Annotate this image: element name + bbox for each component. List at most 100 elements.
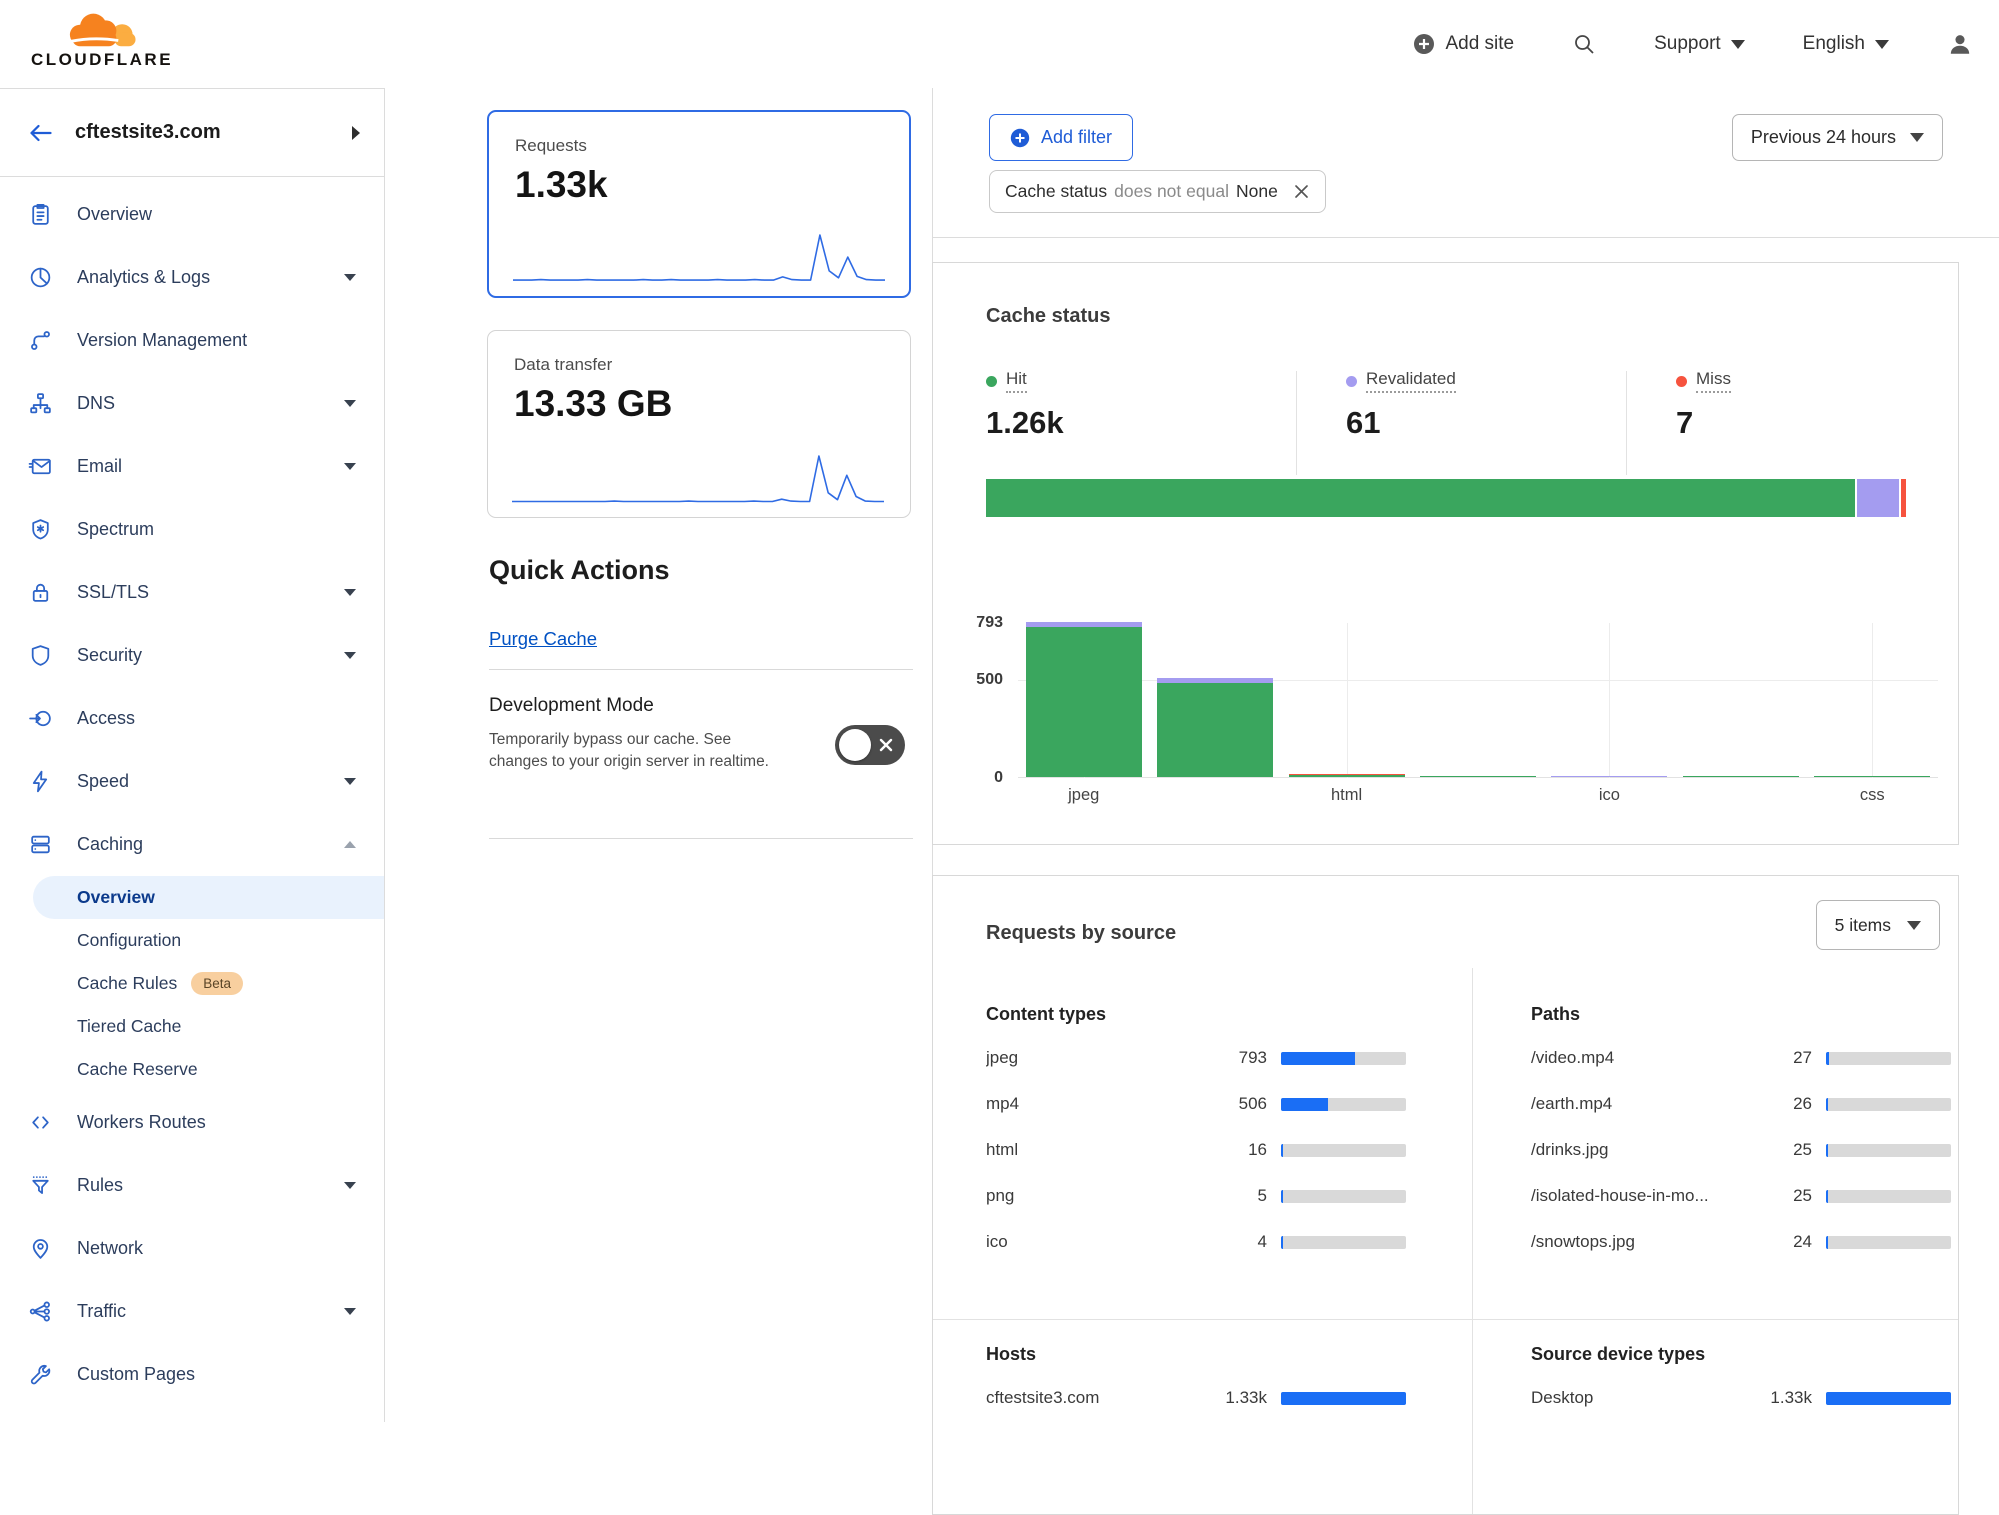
cloudflare-logo[interactable]: CLOUDFLARE (22, 6, 182, 70)
gridline (1609, 623, 1610, 778)
filter-chip[interactable]: Cache status does not equal None (989, 170, 1326, 213)
sidebar-item-custom-pages[interactable]: Custom Pages (0, 1343, 384, 1406)
item-value: 27 (1742, 1048, 1812, 1068)
item-label: jpeg (986, 1048, 1197, 1068)
sidebar-item-version-management[interactable]: Version Management (0, 309, 384, 372)
location-pin-icon (28, 1236, 53, 1261)
lightning-icon (28, 769, 53, 794)
wrench-icon (28, 1362, 53, 1387)
miss-label[interactable]: Miss (1696, 369, 1731, 393)
item-bar-fill (1826, 1144, 1828, 1157)
login-arrow-icon (28, 706, 53, 731)
item-value: 506 (1197, 1094, 1267, 1114)
chevron-down-icon (344, 274, 356, 281)
group-title: Paths (1531, 1004, 1951, 1025)
requests-summary-card[interactable]: Requests 1.33k (487, 110, 911, 298)
distribution-segment-miss (1901, 479, 1906, 517)
items-count-dropdown[interactable]: 5 items (1816, 900, 1940, 950)
sidebar-item-traffic[interactable]: Traffic (0, 1280, 384, 1343)
item-value: 1.33k (1197, 1388, 1267, 1408)
sidebar-subitem-caching-overview[interactable]: Overview (33, 876, 384, 919)
column-segment-hit (1026, 627, 1142, 777)
item-label: mp4 (986, 1094, 1197, 1114)
summary-column: Requests 1.33k Data transfer 13.33 GB Qu… (385, 88, 932, 1422)
item-bar-fill (1281, 1144, 1283, 1157)
item-label: /video.mp4 (1531, 1048, 1742, 1068)
data-transfer-summary-card[interactable]: Data transfer 13.33 GB (487, 330, 911, 518)
sidebar-item-access[interactable]: Access (0, 687, 384, 750)
chevron-down-icon (1731, 40, 1745, 49)
gridline (1872, 623, 1873, 778)
add-filter-button[interactable]: Add filter (989, 114, 1133, 161)
support-menu[interactable]: Support (1654, 33, 1745, 55)
sidebar-item-speed[interactable]: Speed (0, 750, 384, 813)
sidebar-item-workers-routes[interactable]: Workers Routes (0, 1091, 384, 1154)
search-icon[interactable] (1572, 32, 1596, 56)
item-label: /earth.mp4 (1531, 1094, 1742, 1114)
x-tick-label: jpeg (1068, 786, 1099, 805)
language-menu[interactable]: English (1803, 33, 1889, 55)
sidebar-item-caching[interactable]: Caching (0, 813, 384, 876)
chevron-down-icon (1875, 40, 1889, 49)
column-segment-hit (1157, 683, 1273, 777)
x-tick-label: html (1331, 786, 1362, 805)
sidebar-item-rules[interactable]: Rules (0, 1154, 384, 1217)
sidebar-item-analytics-logs[interactable]: Analytics & Logs (0, 246, 384, 309)
add-site-button[interactable]: Add site (1413, 33, 1514, 55)
item-value: 4 (1197, 1232, 1267, 1252)
development-mode-toggle[interactable] (835, 725, 905, 765)
sidebar: cftestsite3.com Overview Analytics & Log… (0, 88, 385, 1422)
column-segment-hit (1683, 776, 1799, 777)
sidebar-item-dns[interactable]: DNS (0, 372, 384, 435)
chevron-right-icon[interactable] (352, 126, 360, 140)
chevron-down-icon (344, 652, 356, 659)
revalidated-label[interactable]: Revalidated (1366, 369, 1456, 393)
hit-label[interactable]: Hit (1006, 369, 1027, 393)
chevron-down-icon (344, 589, 356, 596)
hit-stat: Hit 1.26k (986, 369, 1064, 441)
sidebar-subitem-configuration[interactable]: Configuration (0, 919, 384, 962)
code-brackets-icon (28, 1110, 53, 1135)
revalidated-stat: Revalidated 61 (1346, 369, 1456, 441)
sidebar-item-overview[interactable]: Overview (0, 183, 384, 246)
divider (933, 237, 1999, 238)
back-arrow-icon[interactable] (26, 121, 53, 145)
item-label: html (986, 1140, 1197, 1160)
item-bar-track (1826, 1052, 1951, 1065)
cache-status-distribution-bar (986, 479, 1906, 517)
item-bar-track (1826, 1392, 1951, 1405)
sitemap-icon (28, 391, 53, 416)
item-label: cftestsite3.com (986, 1388, 1197, 1408)
site-header: cftestsite3.com (0, 89, 384, 177)
item-label: ico (986, 1232, 1197, 1252)
chevron-down-icon (1907, 921, 1921, 930)
plus-circle-icon (1413, 33, 1435, 55)
sidebar-subitem-tiered-cache[interactable]: Tiered Cache (0, 1005, 384, 1048)
purge-cache-link[interactable]: Purge Cache (489, 628, 597, 650)
time-range-dropdown[interactable]: Previous 24 hours (1732, 114, 1943, 161)
remove-filter-icon[interactable] (1293, 183, 1310, 200)
column-segment-revalidated (1026, 622, 1142, 627)
sidebar-item-network[interactable]: Network (0, 1217, 384, 1280)
sidebar-item-security[interactable]: Security (0, 624, 384, 687)
group-title: Content types (986, 1004, 1406, 1025)
sidebar-item-spectrum[interactable]: Spectrum (0, 498, 384, 561)
development-mode-description: Temporarily bypass our cache. See change… (489, 729, 781, 773)
sidebar-subitem-cache-rules[interactable]: Cache Rules Beta (0, 962, 384, 1005)
column-segment-miss (1289, 774, 1405, 775)
user-account-icon[interactable] (1947, 31, 1973, 57)
development-mode-title: Development Mode (489, 695, 654, 717)
divider (489, 838, 913, 839)
chevron-up-icon (344, 841, 356, 848)
item-bar-fill (1826, 1236, 1828, 1249)
cache-status-title: Cache status (986, 305, 1111, 328)
sidebar-item-email[interactable]: Email (0, 435, 384, 498)
sidebar-item-ssl-tls[interactable]: SSL/TLS (0, 561, 384, 624)
y-tick-label: 0 (994, 769, 1003, 787)
sidebar-subitem-cache-reserve[interactable]: Cache Reserve (0, 1048, 384, 1091)
